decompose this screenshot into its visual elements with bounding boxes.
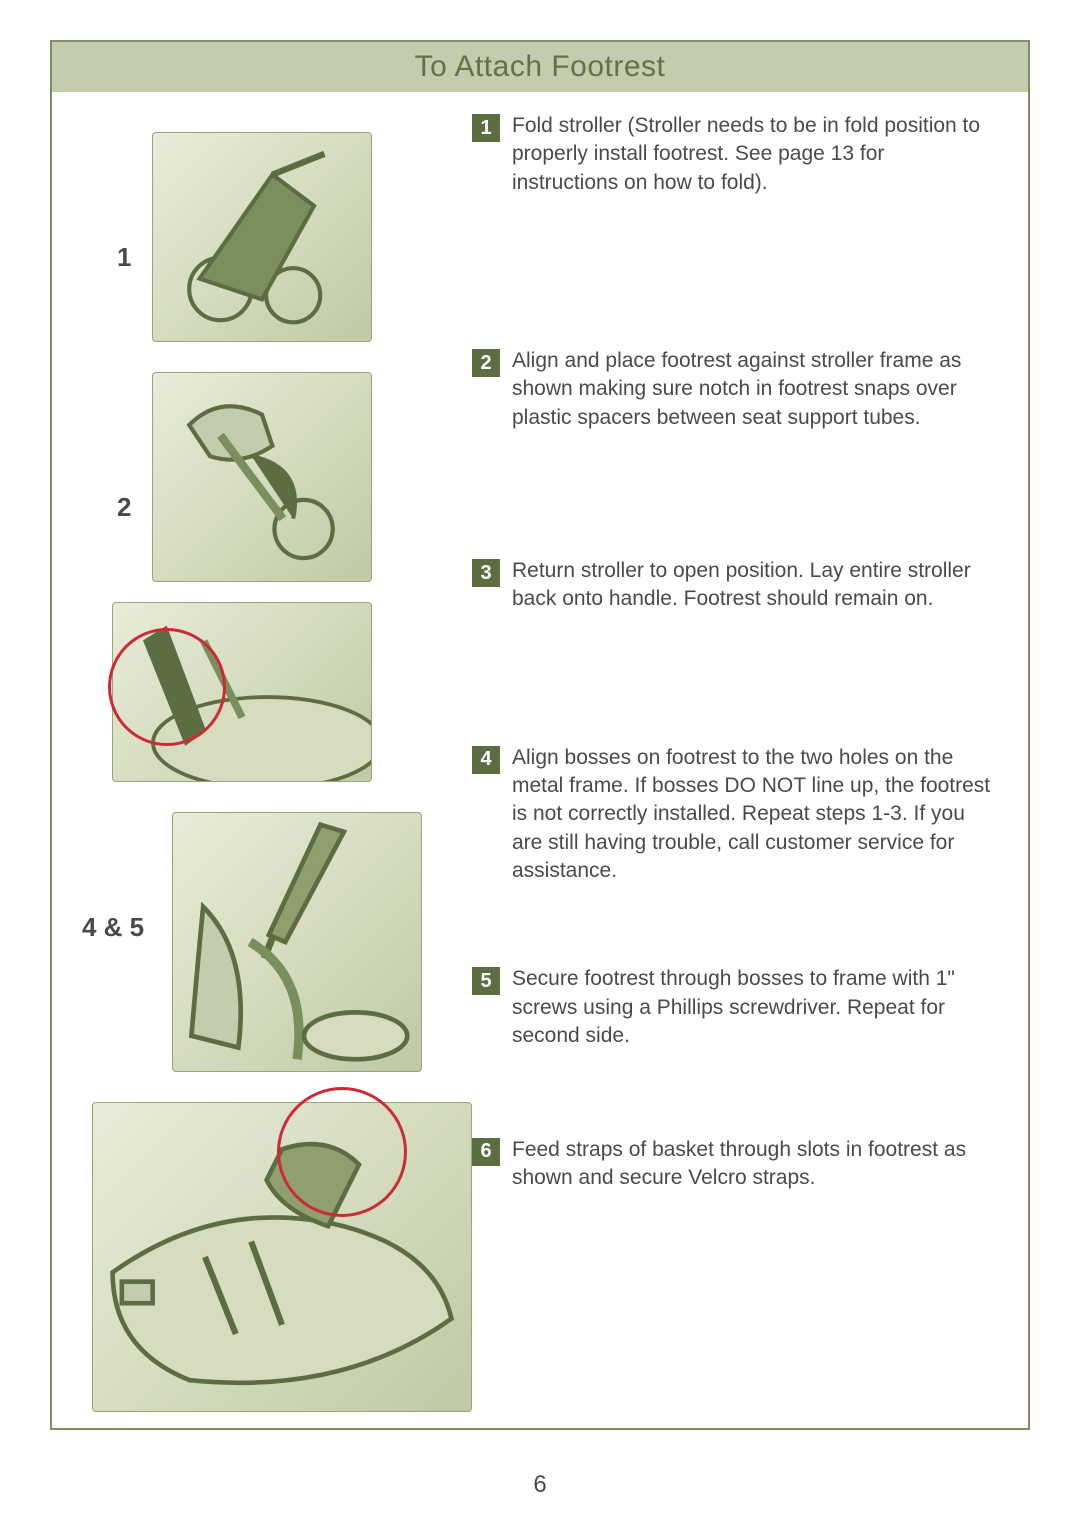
step-3: 3 Return stroller to open position. Lay … xyxy=(472,557,992,614)
step-text-3: Return stroller to open position. Lay en… xyxy=(512,557,992,614)
step-badge-6: 6 xyxy=(472,1138,500,1166)
figure-label-1: 1 xyxy=(117,242,131,273)
content-area: 1 2 4 & 5 6 xyxy=(52,92,1028,1428)
step-5: 5 Secure footrest through bosses to fram… xyxy=(472,965,992,1050)
page-number: 6 xyxy=(0,1471,1080,1499)
step-2: 2 Align and place footrest against strol… xyxy=(472,347,992,432)
step-badge-2: 2 xyxy=(472,349,500,377)
step-badge-3: 3 xyxy=(472,559,500,587)
step-4: 4 Align bosses on footrest to the two ho… xyxy=(472,744,992,886)
illustration-2-place-footrest xyxy=(152,372,372,582)
step-text-4: Align bosses on footrest to the two hole… xyxy=(512,744,992,886)
highlight-circle-step6 xyxy=(277,1087,407,1217)
step-text-1: Fold stroller (Stroller needs to be in f… xyxy=(512,112,992,197)
step-badge-1: 1 xyxy=(472,114,500,142)
step-text-5: Secure footrest through bosses to frame … xyxy=(512,965,992,1050)
step-text-6: Feed straps of basket through slots in f… xyxy=(512,1136,992,1193)
step-6: 6 Feed straps of basket through slots in… xyxy=(472,1136,992,1193)
section-title: To Attach Footrest xyxy=(52,42,1028,92)
steps-column: 1 Fold stroller (Stroller needs to be in… xyxy=(472,92,1012,1428)
step-badge-4: 4 xyxy=(472,746,500,774)
instruction-frame: To Attach Footrest 1 2 4 & 5 6 xyxy=(50,40,1030,1430)
illustration-column: 1 2 4 & 5 6 xyxy=(52,92,472,1428)
figure-label-2: 2 xyxy=(117,492,131,523)
figure-label-4-5: 4 & 5 xyxy=(82,912,144,943)
step-1: 1 Fold stroller (Stroller needs to be in… xyxy=(472,112,992,197)
illustration-1-folded-stroller xyxy=(152,132,372,342)
illustration-4-5-screwdriver xyxy=(172,812,422,1072)
step-badge-5: 5 xyxy=(472,967,500,995)
step-text-2: Align and place footrest against strolle… xyxy=(512,347,992,432)
highlight-circle-step3 xyxy=(108,628,226,746)
